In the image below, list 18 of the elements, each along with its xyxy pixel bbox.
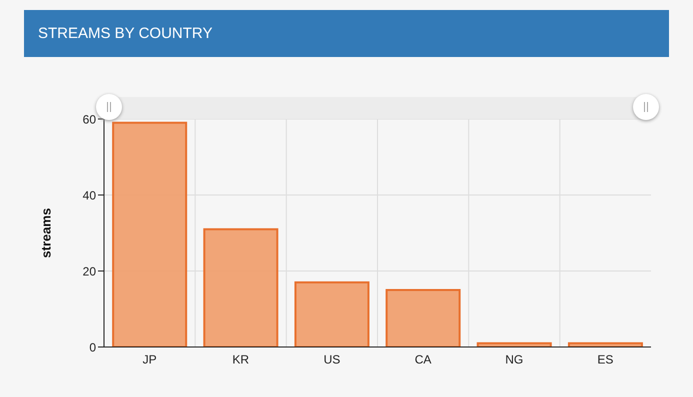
bar [294,281,370,347]
chart-title: STREAMS BY COUNTRY [24,10,669,57]
x-tick-label: ES [597,352,614,367]
x-tick-label: JP [142,352,157,367]
bar [112,122,188,347]
bar [203,228,278,347]
bar [568,342,643,347]
bar [476,342,552,347]
x-tick-label: CA [414,352,432,367]
bar [386,289,461,347]
x-tick-label: NG [505,352,524,367]
x-tick-label: US [324,352,340,367]
y-tick-label: 40 [82,188,96,202]
y-tick-label: 60 [82,112,96,126]
y-tick-label: 0 [89,340,96,354]
y-axis-title: streams [38,208,54,258]
y-tick-label: 20 [82,264,96,278]
x-tick-label: KR [232,352,250,367]
